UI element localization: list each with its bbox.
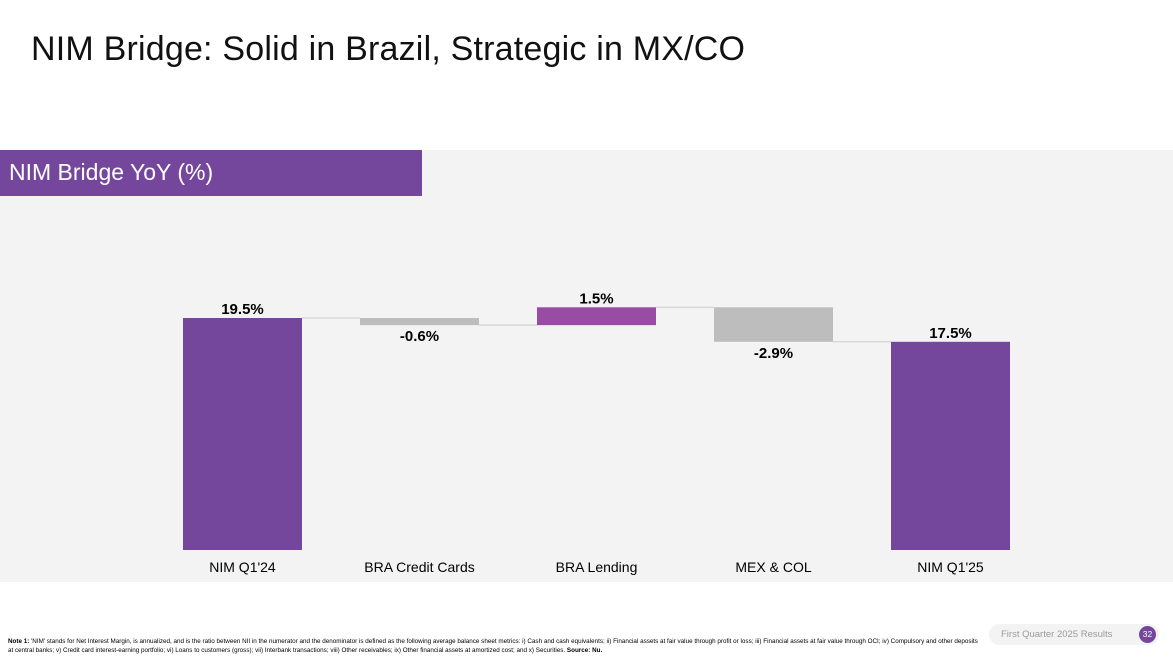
category-label-nim-q1-25: NIM Q1'25 xyxy=(917,559,984,575)
value-label-mex-col: -2.9% xyxy=(754,345,793,362)
category-label-nim-q1-24: NIM Q1'24 xyxy=(209,559,276,575)
value-label-bra-lending: 1.5% xyxy=(579,290,613,307)
bar-nim-q1-25 xyxy=(891,341,1010,550)
bar-bra-lending xyxy=(537,307,656,326)
value-label-bra-credit-cards: -0.6% xyxy=(400,328,439,345)
footnote-label: Note 1: xyxy=(8,638,30,645)
bar-mex-col xyxy=(714,307,833,342)
footnote: Note 1: 'NIM' stands for Net Interest Ma… xyxy=(8,638,983,655)
chart-panel: NIM Bridge YoY (%) 19.5% NIM Q1'24 -0.6% BR… xyxy=(0,150,1173,582)
bar-nim-q1-24 xyxy=(183,318,302,550)
value-label-nim-q1-25: 17.5% xyxy=(929,325,972,342)
bar-bra-credit-cards xyxy=(360,318,479,326)
page-number: 32 xyxy=(1139,626,1156,643)
chart-panel-title: NIM Bridge YoY (%) xyxy=(0,150,422,196)
footer-badge: First Quarter 2025 Results 32 xyxy=(989,624,1159,645)
footnote-source: Source: Nu. xyxy=(566,646,603,654)
value-label-nim-q1-24: 19.5% xyxy=(221,301,264,318)
nim-bridge-waterfall-chart: 19.5% NIM Q1'24 -0.6% BRA Credit Cards 1.5% B… xyxy=(183,290,1010,575)
category-label-bra-credit-cards: BRA Credit Cards xyxy=(364,559,474,575)
category-label-bra-lending: BRA Lending xyxy=(556,559,638,575)
footer-report-title: First Quarter 2025 Results xyxy=(1001,629,1113,640)
slide-title: NIM Bridge: Solid in Brazil, Strategic i… xyxy=(31,30,746,68)
footnote-text: 'NIM' stands for Net Interest Margin, is… xyxy=(8,638,978,654)
category-label-mex-col: MEX & COL xyxy=(735,559,811,575)
